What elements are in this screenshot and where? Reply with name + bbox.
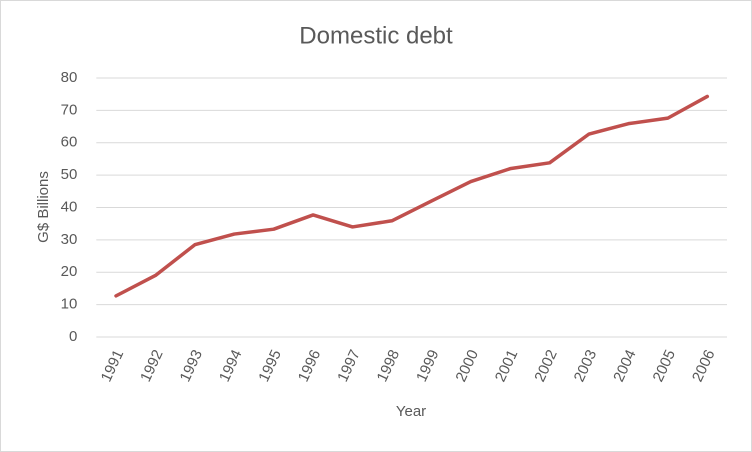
- x-axis-label: Year: [396, 403, 426, 420]
- y-axis-label: G$ Billions: [35, 171, 52, 243]
- chart-title: Domestic debt: [299, 22, 453, 49]
- y-tick-label: 0: [69, 328, 77, 345]
- y-tick-label: 30: [61, 231, 78, 248]
- data-line: [114, 94, 710, 298]
- y-tick-label: 50: [61, 166, 78, 183]
- y-tick-label: 80: [61, 69, 78, 86]
- y-tick-label: 60: [61, 134, 78, 151]
- y-tick-label: 10: [61, 296, 78, 313]
- y-tick-label: 20: [61, 263, 78, 280]
- y-tick-label: 70: [61, 101, 78, 118]
- y-tick-label: 40: [61, 198, 78, 215]
